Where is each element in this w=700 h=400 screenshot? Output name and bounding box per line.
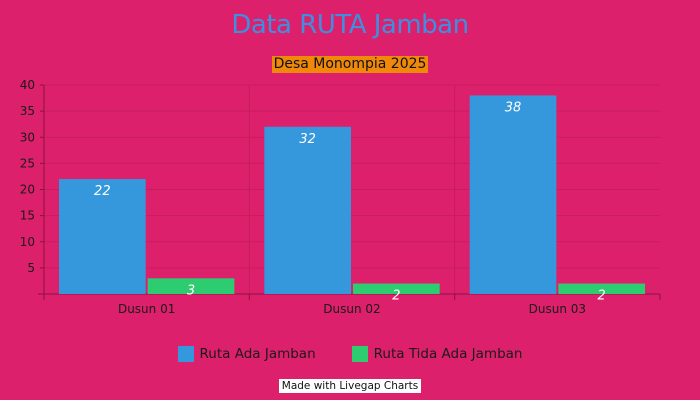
bar-series-2 [353,283,440,294]
credit-wrap: Made with Livegap Charts [0,374,700,393]
y-tick-label: 40 [20,78,35,92]
y-tick-label: 10 [20,235,35,249]
x-tick-label: Dusun 01 [118,302,175,316]
bar-series-1 [264,126,351,294]
data-label: 2 [392,289,400,304]
bar-series-1 [59,179,146,294]
legend-swatch-series-2 [351,346,368,362]
data-label: 32 [299,132,316,147]
x-tick-label: Dusun 03 [529,302,586,316]
bar-chart: 5 10 15 20 25 30 35 40 22 3 Dusun 01 32 2 Dusun 02 38 2… [20,78,661,316]
data-label: 22 [94,184,111,199]
chart-subtitle-wrap: Desa Monompia 2025 [0,53,700,73]
y-tick-label: 15 [20,209,35,223]
data-label: 38 [505,100,522,115]
y-tick-label: 5 [27,261,35,275]
y-tick-label: 25 [20,156,35,170]
chart-subtitle: Desa Monompia 2025 [271,56,429,73]
y-tick-label: 30 [20,130,35,144]
y-tick-label: 35 [20,104,35,118]
chart-legend: Ruta Ada Jamban Ruta Tida Ada Jamban [0,346,700,362]
data-label: 3 [187,283,195,298]
bar-series-1 [469,95,557,294]
y-tick-label: 20 [20,183,35,197]
legend-item-ruta-tida-ada-jamban[interactable]: Ruta Tida Ada Jamban [351,346,523,362]
x-tick-label: Dusun 02 [323,302,380,316]
legend-label-series-2: Ruta Tida Ada Jamban [373,346,523,362]
legend-swatch-series-1 [177,346,194,362]
chart-title: Data RUTA Jamban [231,10,469,40]
legend-item-ruta-ada-jamban[interactable]: Ruta Ada Jamban [177,346,316,362]
data-label: 2 [598,289,606,304]
bar-series-2 [558,283,645,294]
legend-label-series-1: Ruta Ada Jamban [199,346,316,362]
livegap-credit[interactable]: Made with Livegap Charts [278,379,422,393]
bar-series-2 [147,278,235,294]
